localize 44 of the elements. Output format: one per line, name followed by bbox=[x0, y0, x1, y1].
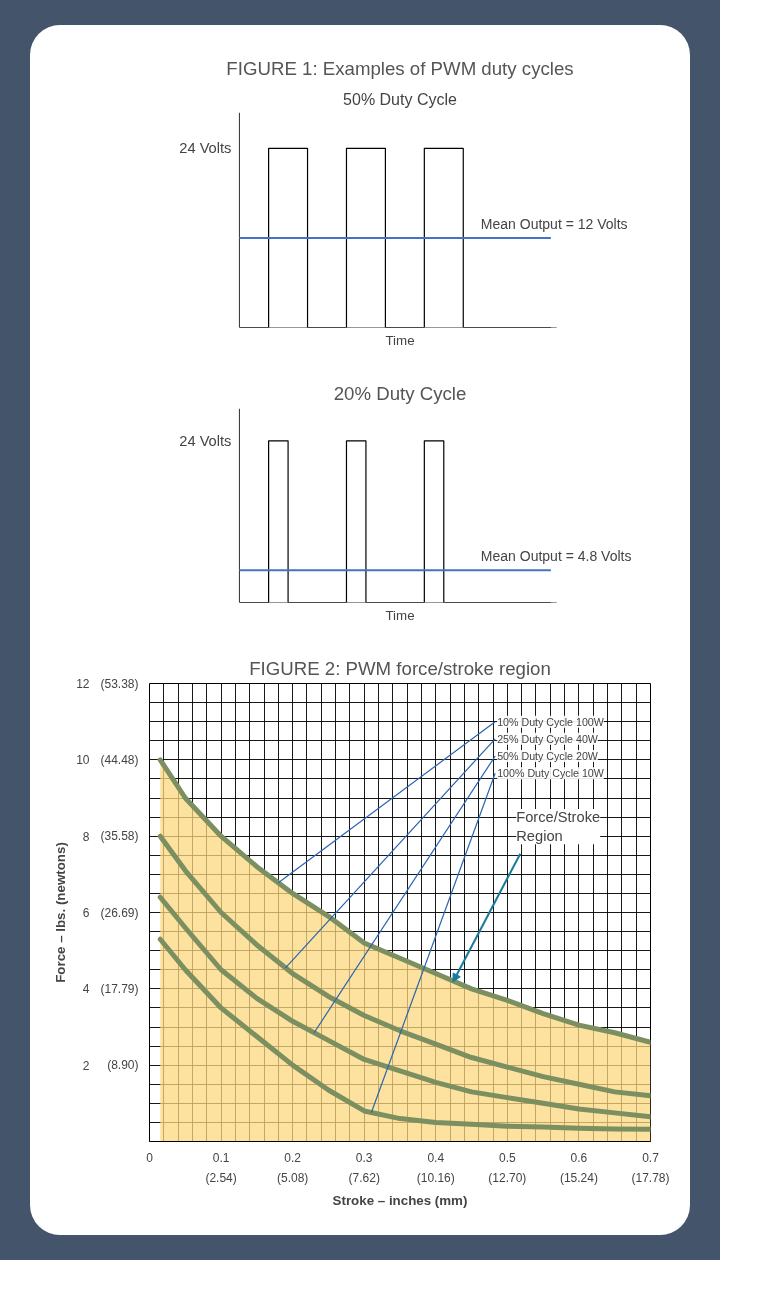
y-tick-label: 6 bbox=[82, 906, 90, 920]
y2-tick-label: (26.69) bbox=[100, 905, 139, 920]
x2-tick-label: (12.70) bbox=[488, 1170, 527, 1185]
x2-tick-label: (2.54) bbox=[205, 1170, 237, 1185]
chart-title: 20% Duty Cycle bbox=[333, 382, 467, 404]
x-tick-label: 0.4 bbox=[427, 1150, 445, 1165]
chart-title: FIGURE 2: PWM force/stroke region bbox=[249, 657, 551, 679]
text: 10% Duty Cycle 100W bbox=[497, 715, 605, 728]
text: 25% Duty Cycle 40W bbox=[497, 732, 599, 745]
x-axis-title: Stroke – inches (mm) bbox=[332, 1192, 468, 1208]
x-tick-label: 0.2 bbox=[284, 1150, 302, 1165]
y-tick-label: 10 bbox=[76, 753, 90, 768]
annotation: Mean Output = 4.8 Volts bbox=[480, 548, 632, 565]
text: 50% Duty Cycle 20W bbox=[497, 750, 599, 763]
text: 24 Volts bbox=[179, 140, 232, 157]
x-tick-label: 0 bbox=[146, 1150, 154, 1165]
y2-tick-label: (35.58) bbox=[100, 829, 139, 844]
y-tick-label: 2 bbox=[82, 1058, 90, 1073]
x2-tick-label: (5.08) bbox=[276, 1170, 309, 1185]
annotation: Mean Output = 12 Volts bbox=[480, 215, 628, 232]
y-tick-label: 8 bbox=[82, 829, 90, 844]
x-tick-label: 0.3 bbox=[355, 1150, 373, 1165]
x-axis-title: Time bbox=[385, 607, 415, 623]
text: 24 Volts bbox=[179, 432, 232, 449]
chart-subtitle: 50% Duty Cycle bbox=[343, 90, 458, 108]
x-tick-label: 0.1 bbox=[212, 1150, 230, 1165]
y-tick-label: 12 bbox=[76, 677, 90, 691]
chart-title: FIGURE 1: Examples of PWM duty cycles bbox=[226, 57, 574, 79]
annotation: Force/Stroke Region bbox=[516, 809, 601, 845]
y2-tick-label: (8.90) bbox=[107, 1058, 139, 1073]
y-tick-label: 4 bbox=[82, 982, 90, 997]
x2-tick-label: (15.24) bbox=[559, 1170, 598, 1185]
y2-tick-label: (17.79) bbox=[100, 981, 139, 996]
x-tick-label: 0.5 bbox=[499, 1150, 517, 1165]
x-axis-title: Time bbox=[385, 332, 415, 348]
y-axis-title: Force – lbs. (newtons) bbox=[53, 842, 69, 983]
x2-tick-label: (17.78) bbox=[631, 1170, 670, 1185]
x2-tick-label: (7.62) bbox=[348, 1170, 380, 1185]
y2-tick-label: (53.38) bbox=[100, 676, 139, 691]
x2-tick-label: (10.16) bbox=[416, 1170, 455, 1185]
y2-tick-label: (44.48) bbox=[100, 752, 139, 767]
x-tick-label: 0.6 bbox=[570, 1150, 588, 1165]
x-tick-label: 0.7 bbox=[642, 1150, 660, 1165]
text: 100% Duty Cycle 10W bbox=[497, 767, 605, 780]
